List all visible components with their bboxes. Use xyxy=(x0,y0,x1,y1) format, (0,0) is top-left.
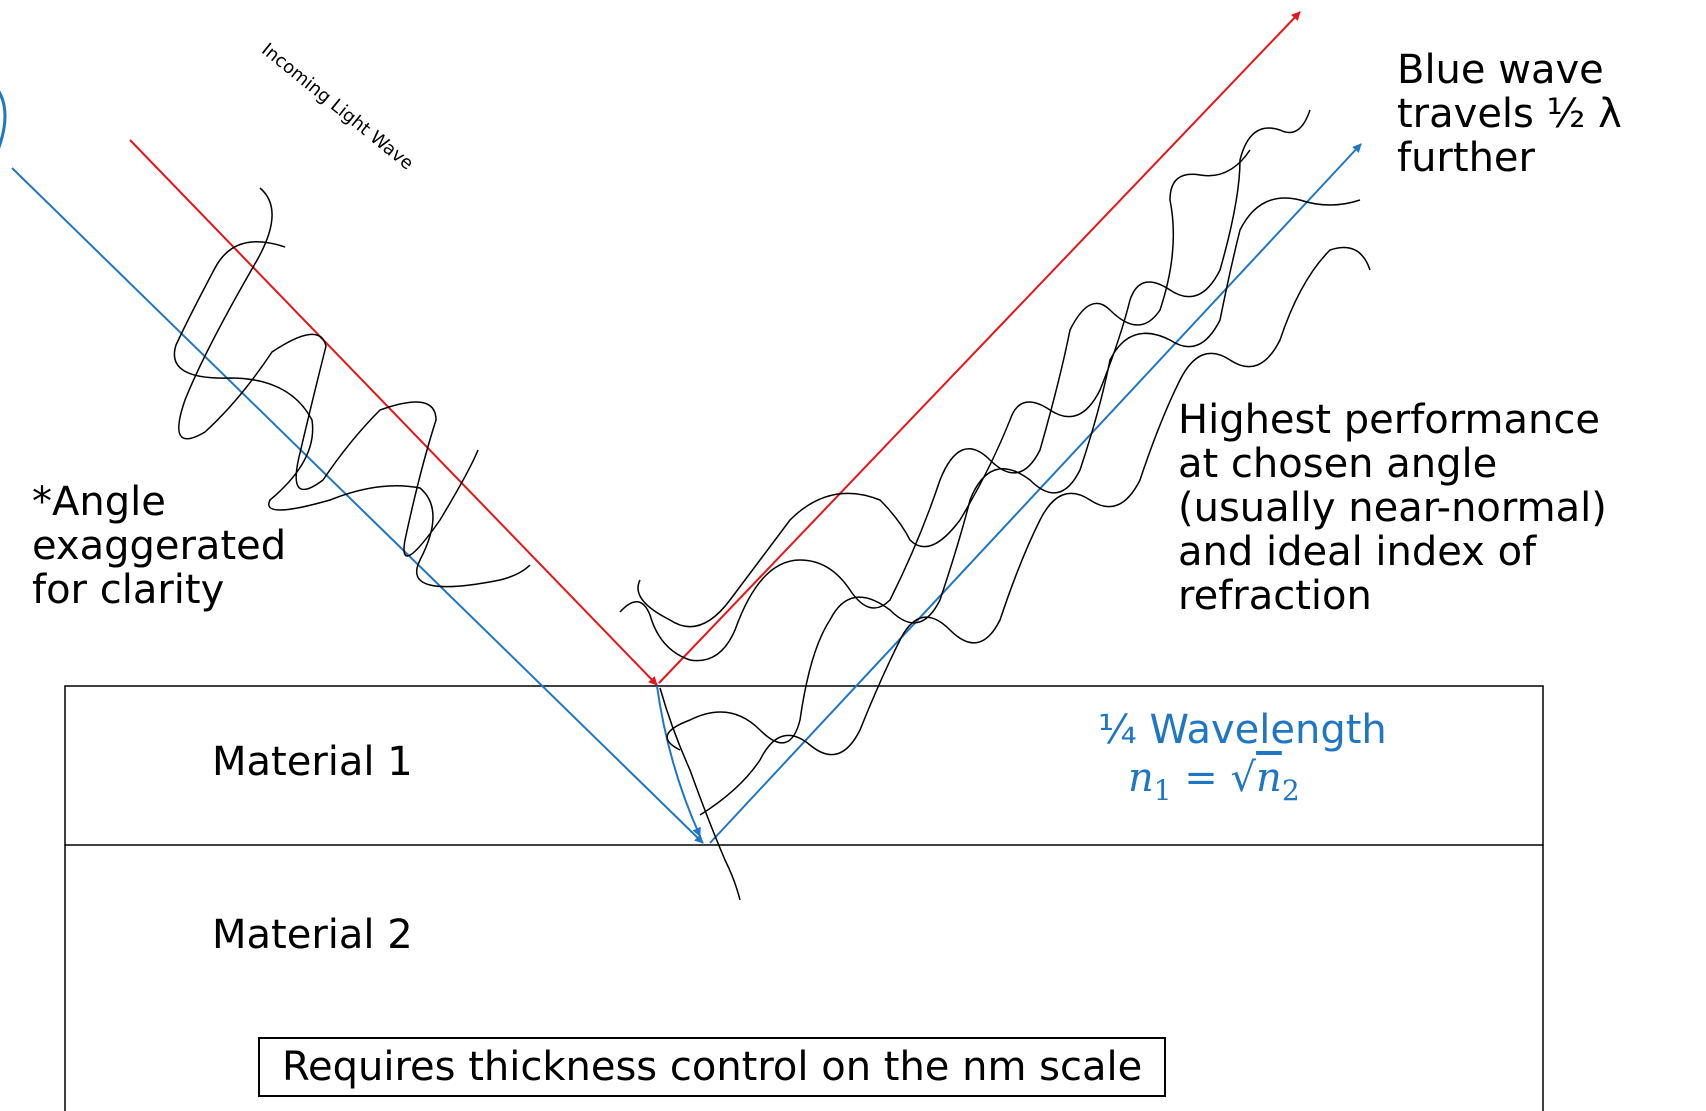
performance-note-line-1: Highest performance xyxy=(1178,397,1600,443)
incoming-red-ray xyxy=(129,139,658,686)
quarter-wavelength-label: ¼ Wavelength xyxy=(1098,707,1387,753)
incoming-blue-ray xyxy=(11,167,704,844)
equation-lhs: n xyxy=(1128,755,1154,801)
performance-note-line-5: refraction xyxy=(1178,573,1372,619)
reflected-blue-ray xyxy=(709,143,1362,844)
performance-note-line-3: (usually near-normal) xyxy=(1178,485,1607,531)
index-equation: n1 = √n2 xyxy=(1128,756,1300,813)
incoming-wave-right xyxy=(173,241,531,588)
reflected-wave-blue-upper xyxy=(666,197,1361,751)
material-2-label: Material 2 xyxy=(212,912,413,958)
equation-rhs: n xyxy=(1256,755,1282,801)
blue-wave-note-line-2: travels ½ λ xyxy=(1397,91,1622,137)
reflected-wave-red-lower xyxy=(619,149,1251,662)
sqrt-icon: √ xyxy=(1230,755,1257,801)
material-1-label: Material 1 xyxy=(212,739,413,785)
incoming-wave-left xyxy=(178,187,479,557)
equation-rhs-subscript: 2 xyxy=(1281,774,1300,807)
performance-note-line-2: at chosen angle xyxy=(1178,441,1498,487)
blue-wave-note-line-1: Blue wave xyxy=(1397,47,1604,93)
edge-circle-fragment xyxy=(0,90,7,149)
performance-note-line-4: and ideal index of xyxy=(1178,529,1537,575)
angle-note: *Angle exaggerated for clarity xyxy=(32,480,286,612)
reflected-wave-red-upper xyxy=(637,109,1311,628)
angle-note-line-3: for clarity xyxy=(32,567,225,613)
reflected-wave-blue-lower xyxy=(699,246,1371,816)
equation-equals: = xyxy=(1171,755,1231,801)
refracted-blue-segment xyxy=(656,685,701,837)
transmitted-wave xyxy=(659,687,741,901)
thickness-note: Requires thickness control on the nm sca… xyxy=(258,1037,1167,1097)
material-1-layer xyxy=(64,685,1544,846)
blue-wave-note-line-3: further xyxy=(1397,135,1535,181)
performance-note: Highest performance at chosen angle (usu… xyxy=(1178,398,1607,618)
equation-lhs-subscript: 1 xyxy=(1153,774,1172,807)
angle-note-line-1: *Angle xyxy=(32,479,166,525)
reflected-red-ray xyxy=(658,11,1301,684)
blue-wave-note: Blue wave travels ½ λ further xyxy=(1397,48,1622,180)
angle-note-line-2: exaggerated xyxy=(32,523,287,569)
material-2-layer xyxy=(64,845,1544,1111)
